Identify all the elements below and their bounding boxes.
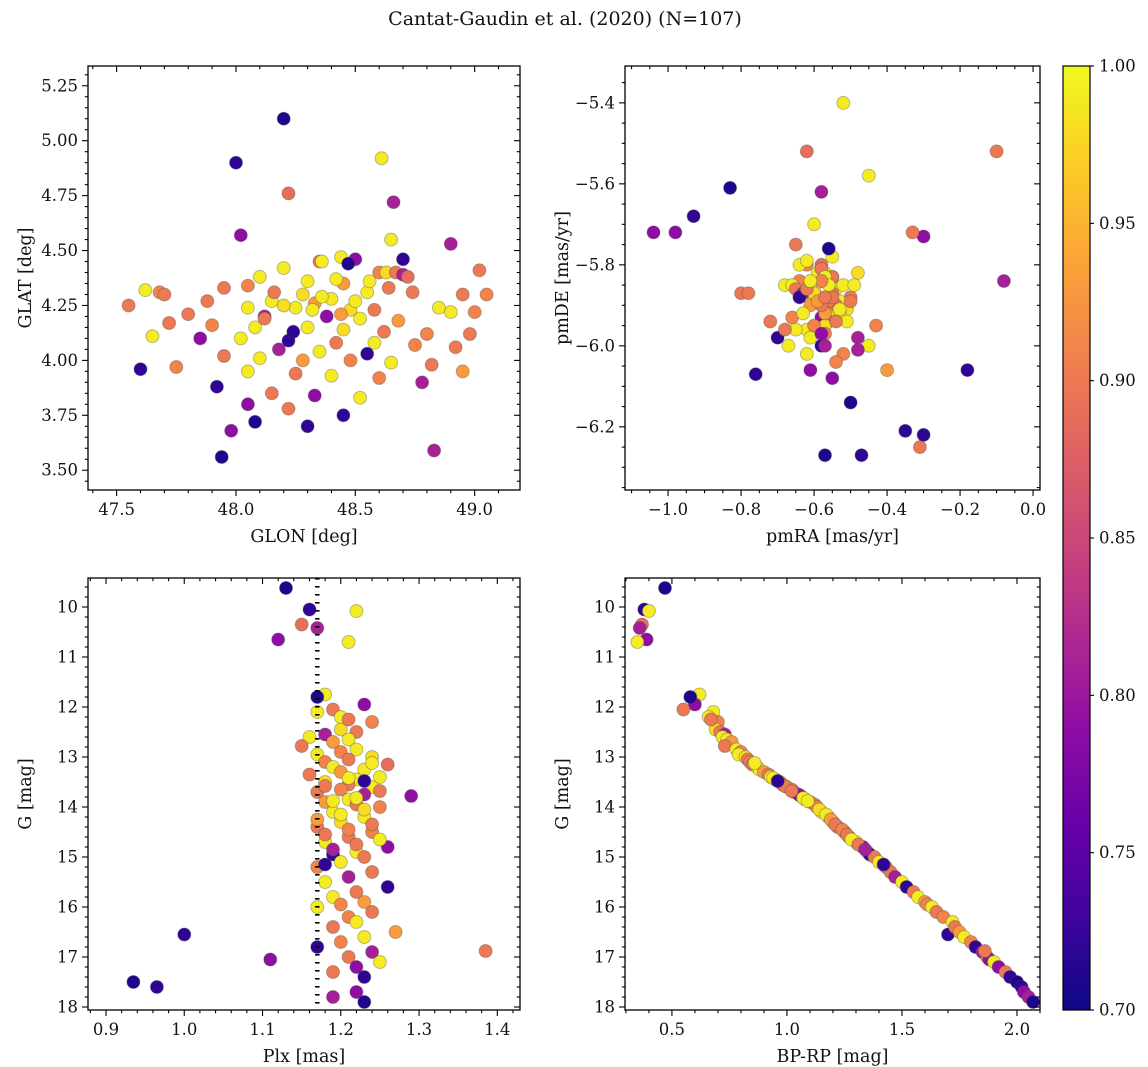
svg-text:2.0: 2.0 — [1004, 1020, 1030, 1039]
figure-title: Cantat-Gaudin et al. (2020) (N=107) — [388, 8, 742, 30]
svg-text:pmRA [mas/yr]: pmRA [mas/yr] — [766, 527, 899, 547]
svg-text:16: 16 — [594, 898, 615, 917]
svg-text:4.75: 4.75 — [41, 186, 78, 205]
svg-text:0.85: 0.85 — [1099, 529, 1136, 548]
svg-text:−0.6: −0.6 — [794, 500, 834, 519]
svg-text:−5.8: −5.8 — [575, 255, 615, 274]
svg-text:4.00: 4.00 — [41, 351, 78, 370]
svg-text:−6.0: −6.0 — [575, 336, 615, 355]
svg-text:−6.2: −6.2 — [575, 417, 615, 436]
svg-text:0.75: 0.75 — [1099, 843, 1136, 862]
svg-text:48.5: 48.5 — [337, 500, 374, 519]
svg-text:−0.2: −0.2 — [940, 500, 980, 519]
svg-text:1.0: 1.0 — [171, 1020, 197, 1039]
svg-text:1.2: 1.2 — [328, 1020, 354, 1039]
scatter-panel-g-vs-bprp: 0.5 1.0 1.5 2.0 10 11 12 13 14 15 16 17 18 BP-RP [mag… — [553, 577, 1041, 1067]
svg-text:0.5: 0.5 — [659, 1020, 685, 1039]
svg-text:13: 13 — [57, 748, 78, 767]
svg-text:11: 11 — [57, 648, 78, 667]
svg-text:17: 17 — [57, 948, 78, 967]
svg-text:−5.4: −5.4 — [575, 93, 615, 112]
svg-text:G [mag]: G [mag] — [553, 758, 573, 829]
svg-text:18: 18 — [594, 998, 615, 1017]
svg-text:−0.8: −0.8 — [721, 500, 761, 519]
svg-text:GLON [deg]: GLON [deg] — [250, 527, 357, 547]
svg-text:15: 15 — [594, 848, 615, 867]
svg-text:15: 15 — [57, 848, 78, 867]
svg-text:4.50: 4.50 — [41, 241, 78, 260]
svg-text:GLAT [deg]: GLAT [deg] — [16, 228, 36, 329]
svg-text:1.0: 1.0 — [774, 1020, 800, 1039]
svg-text:47.5: 47.5 — [98, 500, 135, 519]
svg-text:48.0: 48.0 — [218, 500, 255, 519]
svg-text:17: 17 — [594, 948, 615, 967]
svg-text:10: 10 — [594, 598, 615, 617]
svg-text:0.90: 0.90 — [1099, 371, 1136, 390]
svg-text:11: 11 — [594, 648, 615, 667]
svg-text:1.1: 1.1 — [249, 1020, 275, 1039]
svg-text:5.25: 5.25 — [41, 76, 78, 95]
svg-text:3.75: 3.75 — [41, 406, 78, 425]
svg-text:0.0: 0.0 — [1020, 500, 1046, 519]
scatter-panel-glat-vs-glon: 47.5 48.0 48.5 49.0 3.50 3.75 4.00 4.25 4.50 4.75… — [16, 65, 521, 547]
svg-text:1.3: 1.3 — [406, 1020, 432, 1039]
svg-text:10: 10 — [57, 598, 78, 617]
svg-text:G [mag]: G [mag] — [16, 758, 36, 829]
svg-text:−0.4: −0.4 — [867, 500, 907, 519]
svg-text:0.70: 0.70 — [1099, 1001, 1136, 1020]
svg-text:1.00: 1.00 — [1099, 57, 1136, 76]
svg-text:12: 12 — [57, 698, 78, 717]
svg-text:12: 12 — [594, 698, 615, 717]
svg-text:13: 13 — [594, 748, 615, 767]
svg-text:4.25: 4.25 — [41, 296, 78, 315]
svg-text:0.95: 0.95 — [1099, 214, 1136, 233]
svg-text:−5.6: −5.6 — [575, 174, 615, 193]
svg-text:Plx [mas]: Plx [mas] — [263, 1047, 345, 1067]
svg-text:pmDE [mas/yr]: pmDE [mas/yr] — [553, 211, 573, 345]
svg-text:0.80: 0.80 — [1099, 686, 1136, 705]
svg-text:1.4: 1.4 — [484, 1020, 510, 1039]
svg-text:16: 16 — [57, 898, 78, 917]
svg-text:1.5: 1.5 — [889, 1020, 915, 1039]
svg-text:49.0: 49.0 — [456, 500, 493, 519]
svg-text:5.00: 5.00 — [41, 131, 78, 150]
svg-text:3.50: 3.50 — [41, 461, 78, 480]
svg-text:14: 14 — [57, 798, 78, 817]
colorbar: 0.70 0.75 0.80 0.85 0.90 0.95 1.00 — [1062, 57, 1136, 1020]
svg-text:18: 18 — [57, 998, 78, 1017]
svg-text:BP-RP [mag]: BP-RP [mag] — [777, 1047, 889, 1067]
svg-text:−1.0: −1.0 — [648, 500, 688, 519]
scatter-panel-g-vs-plx: 0.9 1.0 1.1 1.2 1.3 1.4 10 11 12 13 14 15 16 17 18 Plx … — [16, 577, 521, 1067]
svg-text:0.9: 0.9 — [93, 1020, 119, 1039]
svg-text:14: 14 — [594, 798, 615, 817]
scatter-panel-pmde-vs-pmra: −1.0 −0.8 −0.6 −0.4 −0.2 0.0 −6.2 −6.0 −5.8 −5.6 −… — [553, 65, 1046, 547]
